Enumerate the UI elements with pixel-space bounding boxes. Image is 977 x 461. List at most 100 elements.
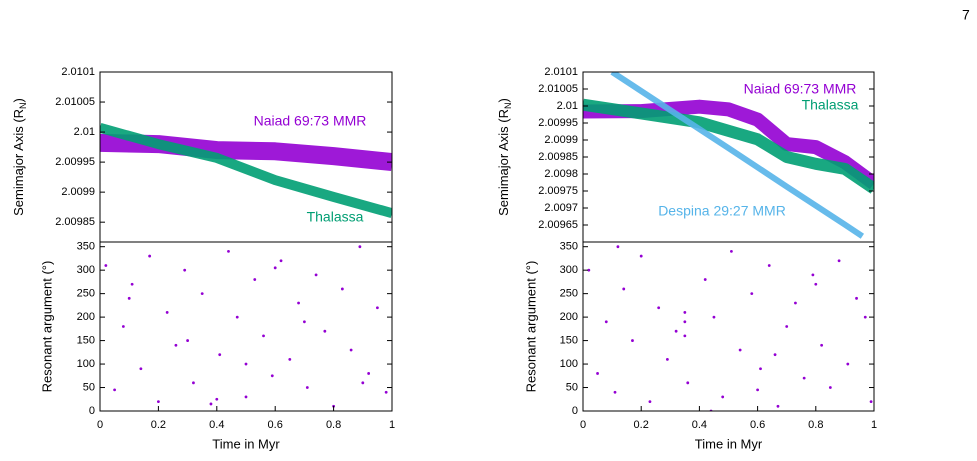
x-tick-label: 0.2 <box>151 419 166 431</box>
scatter-point <box>121 325 125 328</box>
scatter-point <box>384 390 388 394</box>
series-label: Despina 29:27 MMR <box>658 203 786 219</box>
scatter-point <box>192 381 195 385</box>
scatter-point <box>828 386 832 389</box>
x-tick-label: 0.8 <box>808 419 823 431</box>
y-tick-label: 2.0101 <box>544 66 578 78</box>
x-tick-label: 0.4 <box>692 419 707 431</box>
scatter-point <box>738 348 742 352</box>
scatter-point <box>683 334 687 338</box>
y-tick-label: 2.0099 <box>61 186 95 198</box>
y-tick-label: 2.0099 <box>544 134 578 146</box>
scatter-point <box>686 381 690 385</box>
y-tick-label: 2.0097 <box>544 202 578 214</box>
scatter-point <box>616 245 620 249</box>
scatter-point <box>104 264 108 267</box>
plot-area <box>587 245 873 411</box>
scatter-point <box>750 292 754 296</box>
scatter-point <box>235 315 239 319</box>
y-tick-label: 2.01 <box>74 126 95 138</box>
plot-frame <box>582 241 875 412</box>
scatter-point <box>253 278 257 281</box>
y-tick-label: 100 <box>560 358 578 370</box>
plot-area <box>100 123 392 218</box>
scatter-point <box>165 311 169 314</box>
x-tick-label: 0.2 <box>634 419 649 431</box>
y-tick-label: 2.0098 <box>544 168 578 180</box>
y-axis-label-text: Semimajor Axis (R <box>11 109 26 216</box>
series-band <box>583 98 874 194</box>
scatter-point <box>794 301 797 305</box>
scatter-point <box>218 353 222 357</box>
scatter-point <box>227 249 230 253</box>
scatter-point <box>683 311 687 314</box>
y-tick-label: 300 <box>560 264 578 276</box>
series-band <box>100 133 392 172</box>
x-tick-label: 0.6 <box>268 419 283 431</box>
scatter-point <box>648 400 652 404</box>
scatter-point <box>361 381 365 385</box>
x-tick-label: 1 <box>389 419 395 431</box>
x-tick-label: 1 <box>871 419 877 431</box>
y-axis-label: Semimajor Axis (RN) <box>11 98 28 216</box>
y-tick-label: 2.00975 <box>538 185 578 197</box>
y-tick-label: 50 <box>566 381 578 393</box>
y-tick-label: 300 <box>77 264 95 276</box>
plot-frame <box>99 241 393 412</box>
y-tick-label: 250 <box>560 288 578 300</box>
y-axis-label-sub: N <box>503 102 513 109</box>
scatter-point <box>297 301 300 305</box>
scatter-point <box>613 390 617 394</box>
series-band <box>583 99 874 190</box>
y-axis-label-tail: ) <box>496 98 511 102</box>
scatter-point <box>639 254 643 258</box>
y-tick-label: 2.00965 <box>538 219 578 231</box>
y-tick-label: 50 <box>83 381 95 393</box>
scatter-point <box>674 329 678 333</box>
scatter-point <box>657 306 661 310</box>
scatter-point <box>127 296 131 300</box>
page-number: 7 <box>962 7 970 23</box>
y-axis-label-text: Semimajor Axis (R <box>496 109 511 216</box>
scatter-point <box>587 268 591 272</box>
y-tick-label: 0 <box>572 405 578 417</box>
plot-area <box>583 72 874 239</box>
scatter-point <box>209 402 213 406</box>
scatter-point <box>186 339 190 342</box>
series-label: Naiad 69:73 MMR <box>254 113 367 129</box>
scatter-point <box>703 278 707 281</box>
x-tick-label: 0.6 <box>750 419 765 431</box>
y-tick-label: 350 <box>77 241 95 253</box>
scatter-point <box>215 397 219 401</box>
x-axis-label: Time in Myr <box>695 436 763 451</box>
y-axis-label-sub: N <box>18 102 28 109</box>
scatter-point <box>303 320 306 324</box>
scatter-point <box>665 357 669 361</box>
y-tick-label: 100 <box>77 358 95 370</box>
scatter-point <box>683 320 687 324</box>
scatter-point <box>340 287 344 291</box>
y-tick-label: 2.00985 <box>538 151 578 163</box>
scatter-point <box>730 249 733 253</box>
series-label: Naiad 69:73 MMR <box>744 81 857 97</box>
scatter-point <box>814 282 818 286</box>
y-tick-label: 0 <box>89 405 95 417</box>
scatter-point <box>596 372 599 375</box>
x-tick-label: 0.8 <box>326 419 341 431</box>
scatter-point <box>130 282 134 286</box>
scatter-point <box>776 404 780 408</box>
y-tick-label: 250 <box>77 288 95 300</box>
scatter-point <box>622 287 626 291</box>
scatter-point <box>855 296 858 300</box>
scatter-point <box>279 259 283 263</box>
scatter-point <box>139 367 143 371</box>
scatter-point <box>148 254 152 258</box>
scatter-point <box>244 362 248 366</box>
y-tick-label: 200 <box>560 311 578 323</box>
scatter-point <box>270 374 274 378</box>
scatter-point <box>244 395 248 399</box>
scatter-point <box>349 348 353 352</box>
y-tick-label: 150 <box>77 334 95 346</box>
y-axis-label: Resonant argument (°) <box>523 261 538 393</box>
